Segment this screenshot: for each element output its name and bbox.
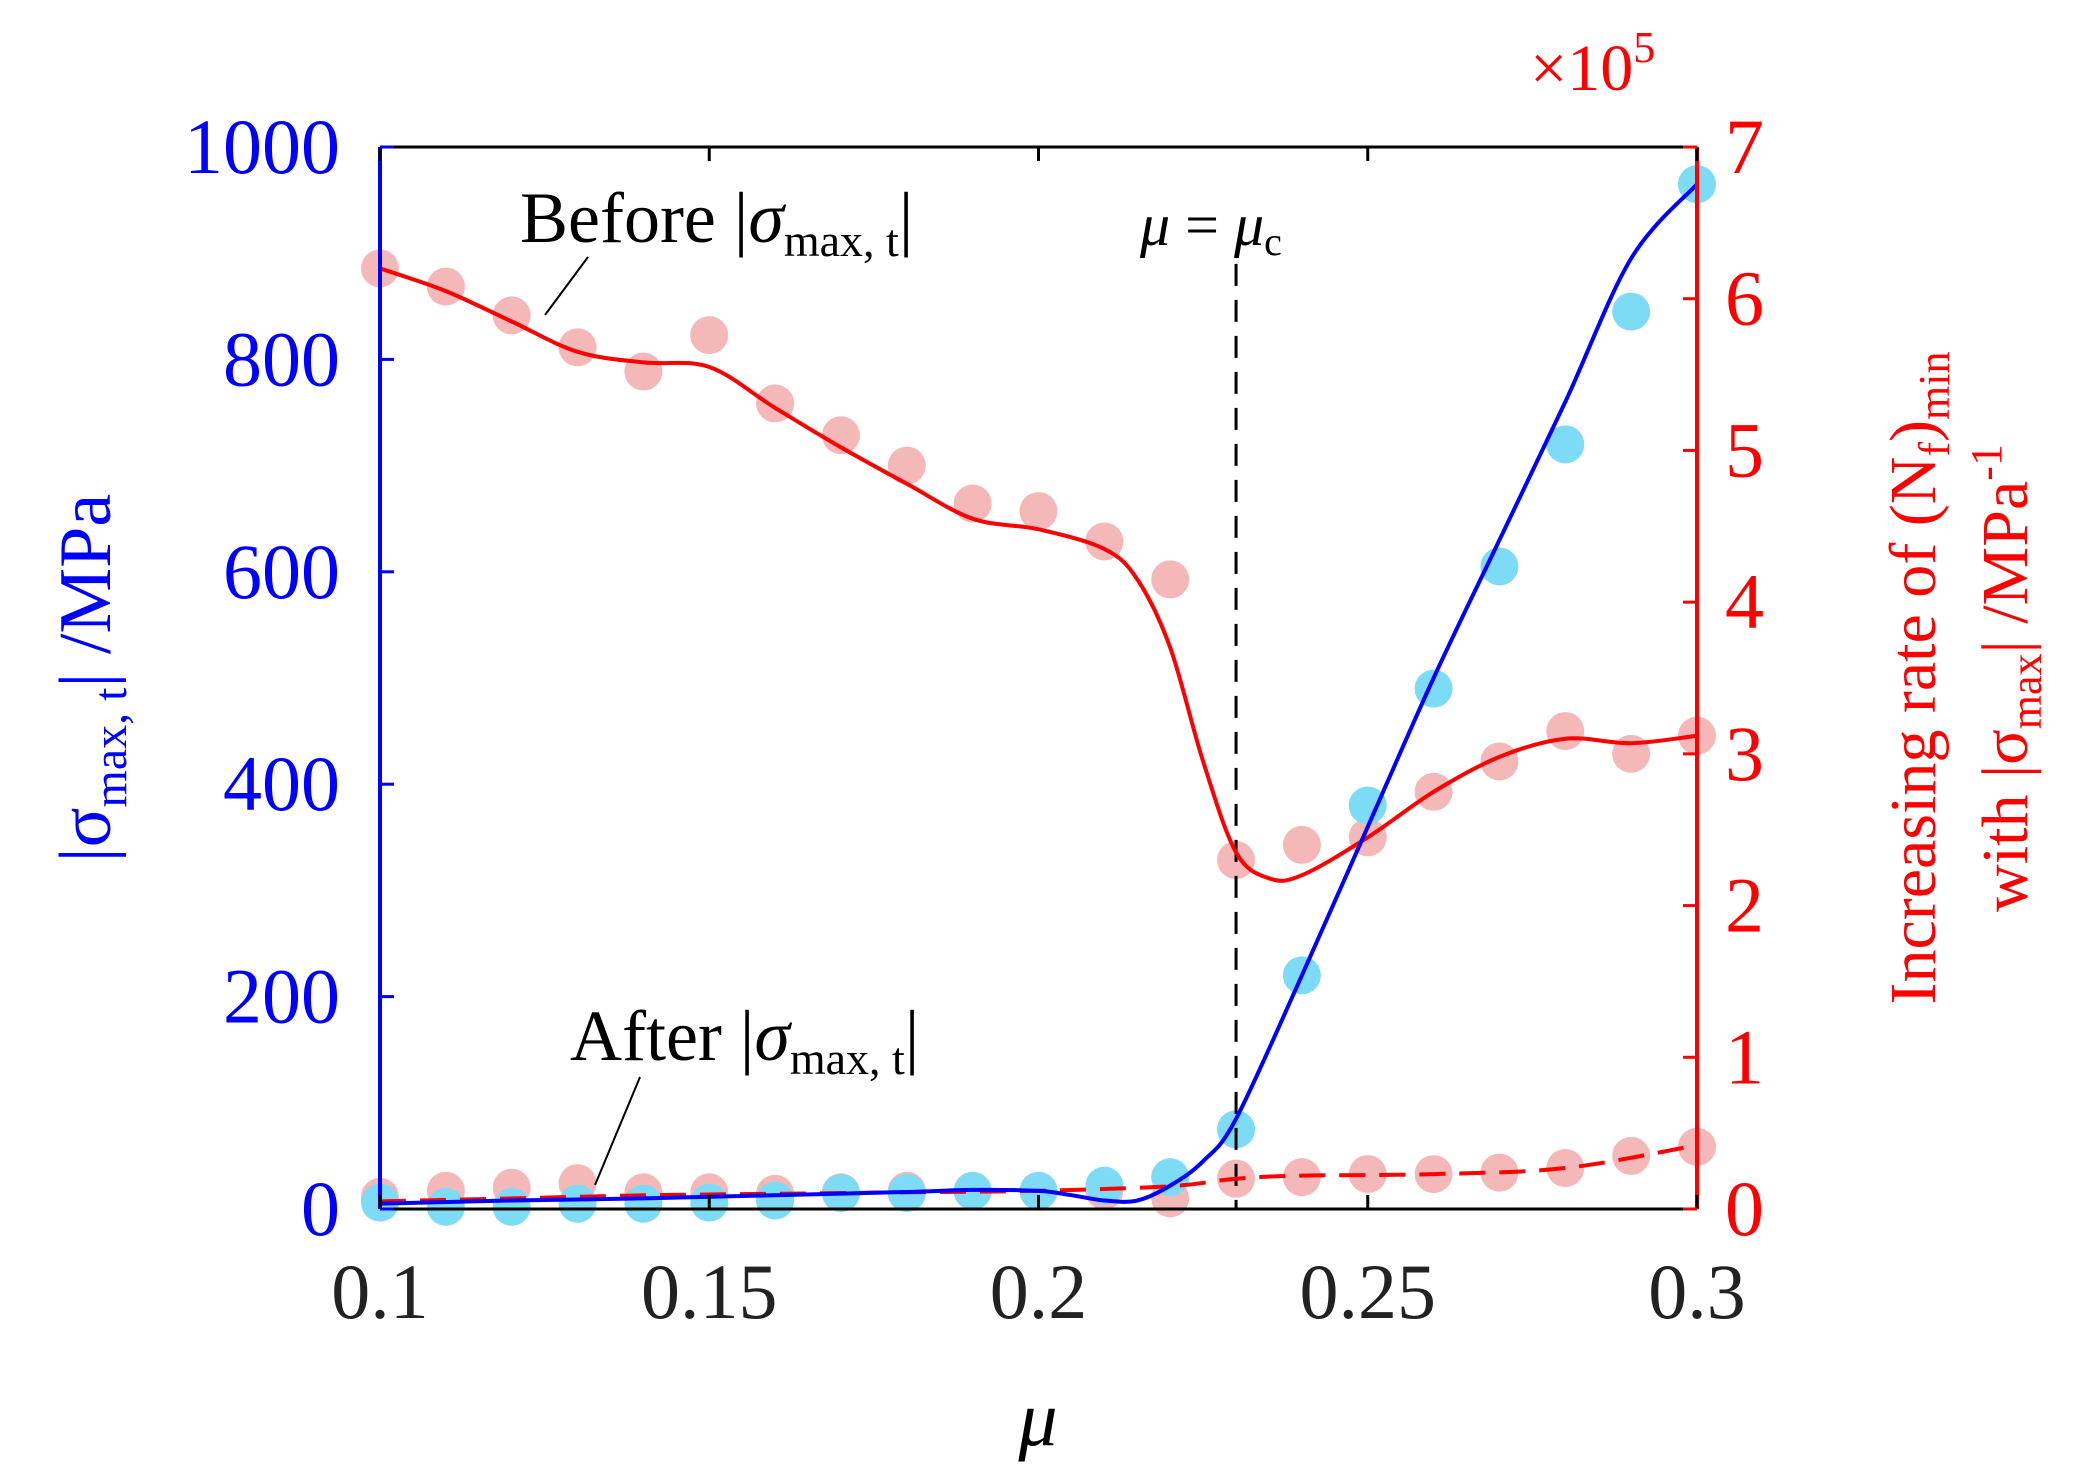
- series-1-marker: [821, 416, 860, 455]
- series-5-marker: [492, 1187, 531, 1226]
- series-5-marker: [756, 1181, 795, 1220]
- series-5-marker: [426, 1187, 465, 1226]
- series-1-marker: [624, 352, 663, 391]
- x-tick-label: 0.15: [641, 1248, 778, 1335]
- annotation-after: After |σmax, t|: [570, 996, 919, 1186]
- multiplier-exp: 5: [1633, 23, 1655, 72]
- after-close: |: [905, 996, 919, 1076]
- before-leader-line: [544, 256, 589, 316]
- right-label-line2-prefix: with |σ: [1969, 729, 2042, 912]
- left-tick-label: 0: [301, 1165, 340, 1252]
- series-3-marker: [1546, 1149, 1585, 1188]
- after-sub: max, t: [790, 1033, 905, 1084]
- annotation-before: Before |σmax, t|: [520, 178, 913, 316]
- x-tick-label: 0.3: [1648, 1248, 1746, 1335]
- right-label-line2-suffix: | /MPa: [1969, 481, 2042, 654]
- left-axis-label-text: |σmax, t| /MPa: [45, 494, 137, 862]
- after-leader-line: [594, 1076, 641, 1186]
- series-2-line: [379, 1143, 1698, 1204]
- before-sigma: σ: [748, 178, 786, 258]
- right-label-line1-mid: ): [1877, 420, 1950, 442]
- series-3-marker: [1348, 1155, 1387, 1194]
- series-1-marker: [1151, 560, 1190, 599]
- x-tick-label: 0.2: [990, 1248, 1088, 1335]
- series-0-line: [379, 266, 1698, 883]
- series-1-marker: [1019, 492, 1058, 531]
- right-tick-label: 7: [1725, 103, 1764, 190]
- mu-c-eq: =: [1170, 192, 1234, 258]
- right-tick-label: 3: [1725, 710, 1764, 797]
- right-label-line1-sub-f: f: [1910, 442, 1959, 457]
- annotation-after-text: After |σmax, t|: [570, 996, 919, 1084]
- x-tick-label: 0.25: [1300, 1248, 1437, 1335]
- right-axis-multiplier: ×105: [1530, 23, 1655, 105]
- before-word: Before |: [520, 178, 748, 258]
- ticks-layer: 0.1 0.15 0.2 0.25 0.302004006008001000012345…: [184, 103, 1764, 1335]
- x-axis-label: μ: [1017, 1375, 1057, 1462]
- series-1-marker: [887, 446, 926, 485]
- series-5-marker: [1348, 786, 1387, 825]
- left-tick-label: 1000: [184, 103, 340, 190]
- left-label-suffix: | /MPa: [45, 494, 127, 688]
- series-1-marker: [1546, 712, 1585, 751]
- series-1-marker: [1085, 522, 1124, 561]
- left-label-prefix: |σ: [45, 807, 127, 862]
- series-5-marker: [624, 1184, 663, 1223]
- left-axis-label: |σmax, t| /MPa: [45, 494, 137, 862]
- series-layer: [361, 165, 1716, 1226]
- annotation-mu-c-text: μ = μc: [1139, 192, 1282, 264]
- left-tick-label: 400: [223, 740, 340, 827]
- x-tick-label: 0.1: [331, 1248, 429, 1335]
- mu-c-sub: c: [1264, 219, 1282, 264]
- after-word: After |: [570, 996, 754, 1076]
- right-axis-label-line1: Increasing rate of (Nf)min: [1877, 352, 1959, 1005]
- right-label-line1-sub-min: min: [1910, 352, 1959, 420]
- annotation-mu-c: μ = μc: [1139, 192, 1282, 264]
- series-5-marker: [1546, 425, 1585, 464]
- mu-c-mu2: μ: [1233, 192, 1264, 258]
- series-5-marker: [558, 1184, 597, 1223]
- right-tick-label: 6: [1725, 255, 1764, 342]
- right-label-line2-sup: -1: [1962, 444, 2011, 481]
- right-label-line2-sub: max: [2002, 653, 2051, 729]
- series-5-marker: [1612, 292, 1651, 331]
- series-1-marker: [1282, 825, 1321, 864]
- mu-c-mu: μ: [1139, 192, 1170, 258]
- series-1-marker: [690, 316, 729, 355]
- x-axis-label-text: μ: [1017, 1375, 1057, 1462]
- right-tick-label: 5: [1725, 406, 1764, 493]
- left-label-sub: max, t: [84, 687, 137, 808]
- multiplier-text: ×105: [1530, 23, 1655, 105]
- multiplier-base: ×10: [1530, 32, 1633, 105]
- right-tick-label: 1: [1725, 1013, 1764, 1100]
- right-tick-label: 2: [1725, 862, 1764, 949]
- before-close: |: [899, 178, 913, 258]
- series-1-marker: [558, 328, 597, 367]
- series-4-line: [379, 182, 1699, 1206]
- left-tick-label: 800: [223, 315, 340, 402]
- right-axis-label: Increasing rate of (Nf)min with |σmax| /…: [1877, 352, 2051, 1005]
- right-tick-label: 0: [1725, 1165, 1764, 1252]
- annotation-before-text: Before |σmax, t|: [520, 178, 913, 266]
- right-label-line1-prefix: Increasing rate of (N: [1877, 457, 1950, 1005]
- left-tick-label: 600: [223, 528, 340, 615]
- before-sub: max, t: [784, 215, 899, 266]
- series-5-marker: [1085, 1166, 1124, 1205]
- right-tick-label: 4: [1725, 558, 1764, 645]
- left-tick-label: 200: [223, 953, 340, 1040]
- right-axis-label-line2: with |σmax| /MPa-1: [1962, 444, 2051, 912]
- after-sigma: σ: [754, 996, 792, 1076]
